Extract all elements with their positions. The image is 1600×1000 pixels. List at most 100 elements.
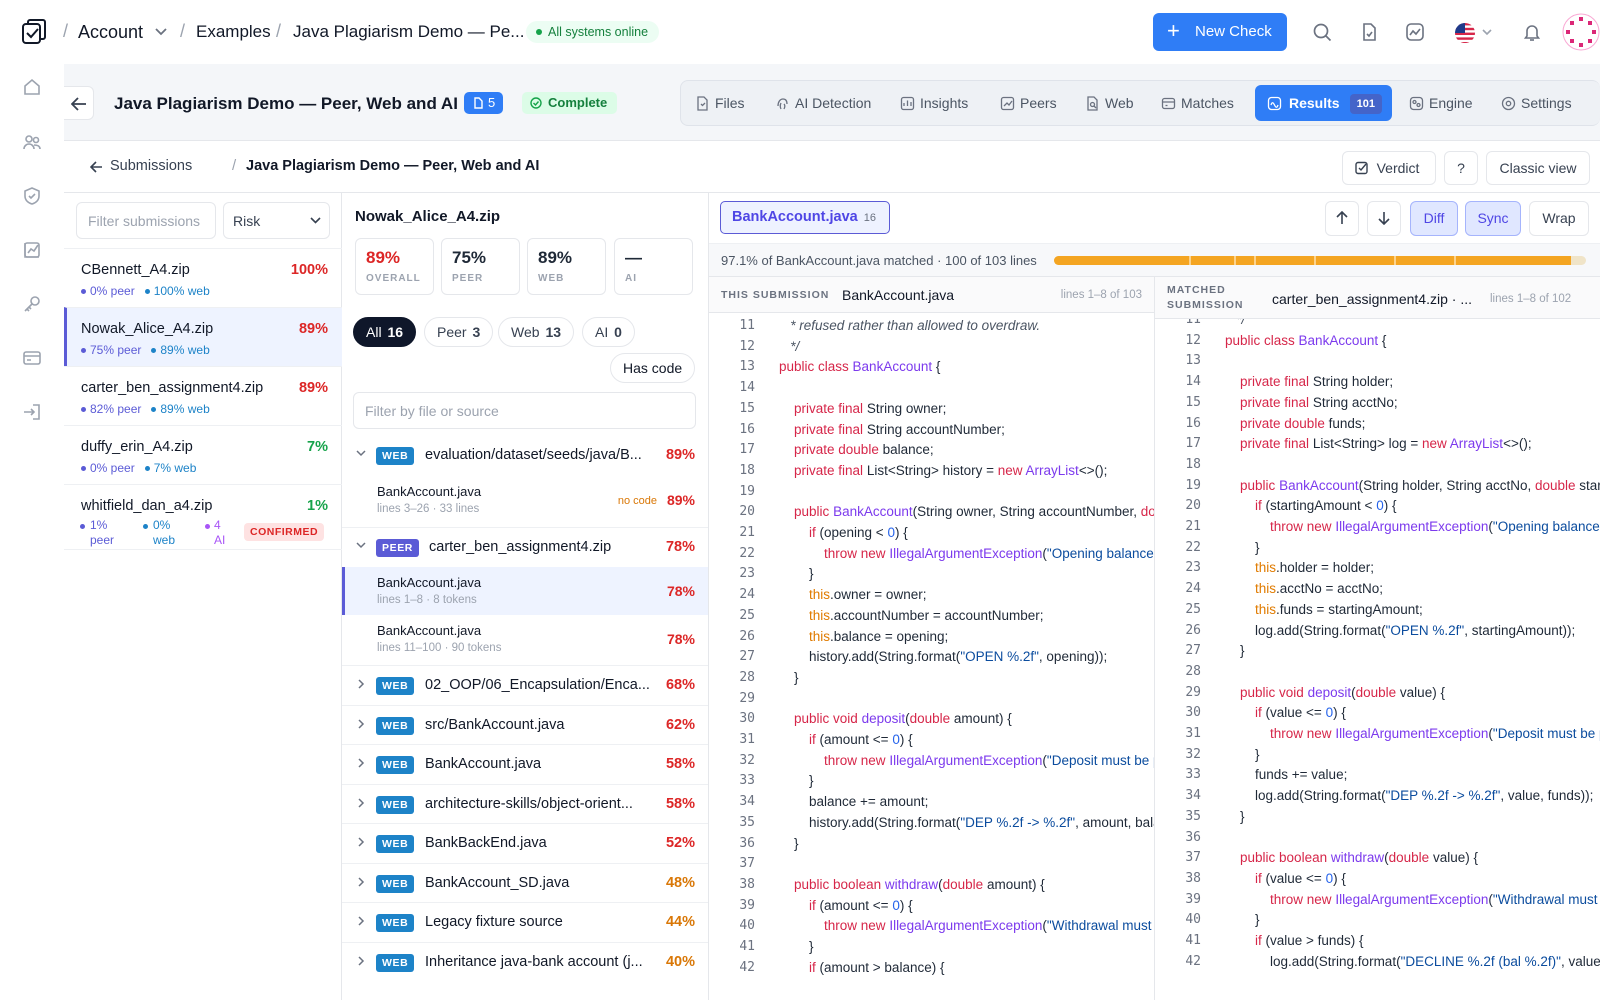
match-group-header[interactable]: WEB src/BankAccount.java 62% — [342, 704, 708, 745]
file-tab-label: BankAccount.java — [732, 209, 858, 225]
status-badge[interactable]: All systems online — [526, 21, 660, 43]
activity-icon[interactable] — [1405, 22, 1425, 42]
score-value: 89% — [538, 248, 573, 267]
filter-chip-web[interactable]: Web 13 — [498, 317, 575, 347]
top-bar: / Account / Examples / Java Plagiarism D… — [0, 0, 1600, 64]
sign-in-icon[interactable] — [22, 402, 42, 422]
plus-icon: + — [1167, 18, 1180, 43]
tab-peers[interactable]: Peers — [1000, 89, 1057, 117]
users-icon[interactable] — [22, 132, 42, 152]
reports-icon[interactable] — [22, 240, 42, 260]
file-tab-count: 16 — [863, 212, 876, 224]
back-to-submissions-link[interactable]: Submissions — [90, 158, 192, 174]
peer-score: 1% peer — [90, 518, 115, 547]
line-number: 28 — [739, 669, 755, 685]
next-match-button[interactable] — [1367, 201, 1401, 236]
submission-row[interactable]: whitfield_dan_a4.zip 1% 1% peer 0% web 4… — [64, 484, 342, 550]
home-icon[interactable] — [22, 77, 42, 97]
code-line: 35 } — [1155, 806, 1600, 827]
file-tab-active[interactable]: BankAccount.java 16 — [720, 201, 890, 234]
web-icon — [1087, 96, 1098, 111]
tab-matches[interactable]: Matches — [1161, 89, 1234, 117]
tab-files[interactable]: Files — [695, 89, 745, 117]
submission-count-badge[interactable]: 5 — [464, 92, 504, 114]
avatar[interactable] — [1562, 13, 1600, 51]
match-group-header[interactable]: WEB BankAccount.java 58% — [342, 744, 708, 784]
source-name: Legacy fixture source — [425, 914, 563, 930]
submission-row[interactable]: carter_ben_assignment4.zip 89% 82% peer 8… — [64, 366, 342, 425]
previous-match-button[interactable] — [1325, 201, 1359, 236]
match-group-header[interactable]: WEB BankBackEnd.java 52% — [342, 823, 708, 863]
code-text: private final String owner; — [794, 400, 947, 416]
results-tab-bar: Files AI Detection Insights Peers Web Ma… — [680, 80, 1600, 126]
tab-settings[interactable]: Settings — [1501, 89, 1572, 117]
file-match-row-selected[interactable]: BankAccount.java lines 1–8 · 8 tokens 78… — [342, 567, 708, 615]
chevron-down-icon[interactable] — [155, 28, 167, 36]
filter-submissions-input[interactable]: Filter submissions — [76, 202, 216, 239]
code-text: if (value <= 0) { — [1255, 705, 1346, 721]
tab-engine[interactable]: Engine — [1409, 89, 1473, 117]
tab-ai-detection[interactable]: AI Detection — [775, 89, 871, 117]
chevron-down-icon[interactable] — [1482, 29, 1492, 36]
match-group-header[interactable]: WEB 02_OOP/06_Encapsulation/Enca... 68% — [342, 665, 708, 705]
filter-chip-ai[interactable]: AI 0 — [582, 317, 635, 347]
tab-web[interactable]: Web — [1085, 89, 1134, 117]
match-group-header[interactable]: WEB Inheritance java-bank account (j... 40… — [342, 941, 708, 982]
checklist-logo-icon[interactable] — [20, 18, 48, 46]
match-group-header[interactable]: WEB architecture-skills/object-orient... 5… — [342, 783, 708, 824]
bell-icon[interactable] — [1522, 22, 1542, 42]
filter-chip-peer[interactable]: Peer 3 — [424, 317, 494, 347]
help-button[interactable]: ? — [1444, 151, 1478, 185]
code-line: 24 this.owner = owner; — [709, 584, 1154, 605]
code-text: } — [779, 835, 799, 851]
code-text: throw new IllegalArgumentException("With… — [824, 918, 1152, 934]
line-number: 29 — [739, 690, 755, 706]
document-icon[interactable] — [1359, 22, 1379, 42]
back-button[interactable] — [64, 86, 94, 120]
sort-value: Risk — [233, 213, 261, 229]
code-text: public class BankAccount { — [1225, 332, 1387, 348]
code-text: this.accountNumber = accountNumber; — [809, 607, 1044, 623]
verdict-button[interactable]: Verdict — [1342, 151, 1436, 185]
match-group-header[interactable]: WEB BankAccount_SD.java 48% — [342, 862, 708, 903]
code-text: */ — [1225, 319, 1246, 327]
classic-view-button[interactable]: Classic view — [1486, 151, 1590, 185]
breadcrumb-examples[interactable]: Examples — [196, 22, 271, 41]
line-number: 27 — [739, 649, 755, 665]
us-flag-icon[interactable] — [1454, 22, 1476, 44]
score-label: OVERALL — [366, 273, 421, 284]
breadcrumb-account[interactable]: Account — [78, 22, 144, 42]
tab-results[interactable]: Results 101 — [1255, 85, 1392, 121]
sync-toggle[interactable]: Sync — [1465, 201, 1521, 236]
diff-toggle[interactable]: Diff — [1410, 201, 1458, 236]
match-group-header[interactable]: PEER carter_ben_assignment4.zip 78% — [342, 527, 708, 567]
code-text: this.holder = holder; — [1255, 560, 1374, 576]
sort-select[interactable]: Risk — [223, 202, 330, 239]
has-code-toggle[interactable]: Has code — [610, 353, 696, 383]
code-line: 17 private final List<String> log = new … — [1155, 433, 1600, 454]
chevron-right-icon — [358, 718, 365, 729]
file-match-row[interactable]: BankAccount.java lines 11–100 · 90 token… — [342, 615, 708, 663]
line-number: 22 — [1185, 539, 1201, 555]
key-icon[interactable] — [22, 294, 42, 314]
line-number: 23 — [739, 566, 755, 582]
filter-chip-all[interactable]: All 16 — [353, 317, 417, 347]
score-label: PEER — [452, 273, 484, 284]
submission-row-selected[interactable]: Nowak_Alice_A4.zip 89% 75% peer 89% web — [64, 307, 342, 366]
complete-badge: Complete — [522, 92, 618, 114]
new-check-button[interactable]: + New Check — [1153, 13, 1287, 51]
code-line: 23 } — [709, 563, 1154, 584]
tab-insights[interactable]: Insights — [900, 89, 968, 117]
match-group-header[interactable]: WEB Legacy fixture source 44% — [342, 902, 708, 942]
wrap-toggle[interactable]: Wrap — [1529, 201, 1589, 236]
code-text: throw new IllegalArgumentException("Open… — [1270, 519, 1600, 534]
submissions-panel: Filter submissions Risk CBennett_A4.zip … — [64, 193, 342, 1000]
match-group-header[interactable]: WEB evaluation/dataset/seeds/java/B... 8… — [342, 436, 708, 476]
submission-row[interactable]: duffy_erin_A4.zip 7% 0% peer 7% web — [64, 425, 342, 484]
submission-row[interactable]: CBennett_A4.zip 100% 0% peer 100% web — [64, 248, 342, 307]
shield-icon[interactable] — [22, 186, 42, 206]
file-match-row[interactable]: BankAccount.java lines 3–26 · 33 lines n… — [342, 476, 708, 524]
filter-files-input[interactable]: Filter by file or source — [353, 392, 696, 429]
search-icon[interactable] — [1312, 22, 1332, 42]
billing-icon[interactable] — [22, 348, 42, 368]
